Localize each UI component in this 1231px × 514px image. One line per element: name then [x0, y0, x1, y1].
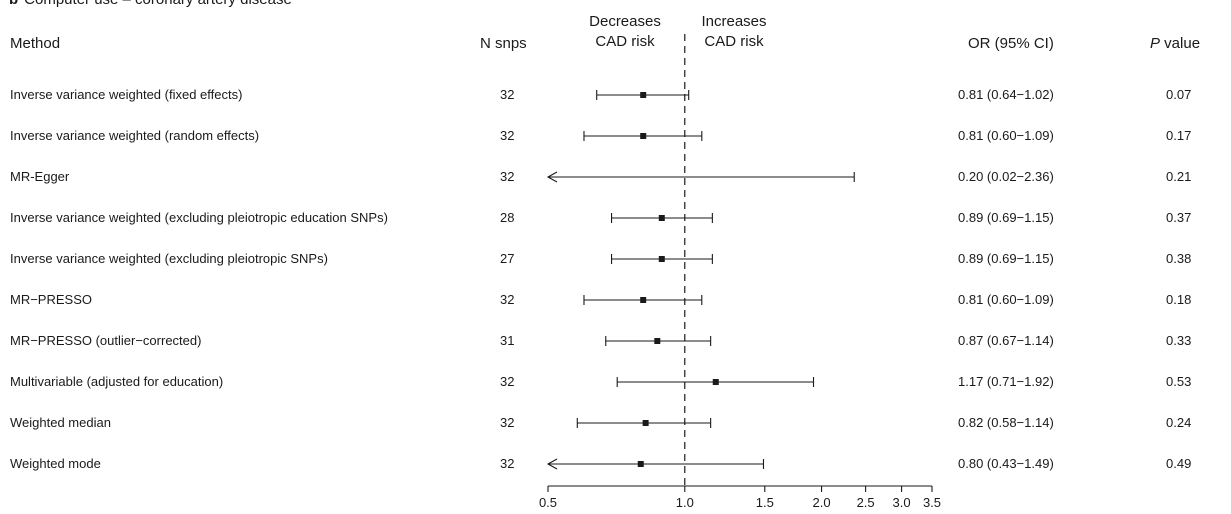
- row-method-label: Weighted median: [10, 415, 111, 430]
- header-method: Method: [10, 35, 61, 52]
- header-decreases-line2: CAD risk: [595, 33, 655, 50]
- row-method-label: Weighted mode: [10, 456, 101, 471]
- row-or-ci: 0.87 (0.67−1.14): [958, 333, 1054, 348]
- x-tick-label: 1.5: [756, 495, 774, 510]
- row-or-ci: 0.82 (0.58−1.14): [958, 415, 1054, 430]
- header-decreases-line1: Decreases: [589, 13, 661, 30]
- point-estimate: [712, 379, 719, 385]
- header-p-italic: P: [1150, 35, 1161, 52]
- point-estimate: [640, 133, 647, 139]
- header-increases-line1: Increases: [701, 13, 767, 30]
- row-p-value: 0.53: [1166, 374, 1192, 389]
- row-p-value: 0.33: [1166, 333, 1192, 348]
- row-or-ci: 0.89 (0.69−1.15): [958, 251, 1054, 266]
- row-n-snps: 32: [500, 128, 515, 143]
- row-or-ci: 0.81 (0.60−1.09): [958, 292, 1054, 307]
- ci-arrow-lower: [546, 171, 558, 183]
- row-p-value: 0.17: [1166, 128, 1192, 143]
- row-method-label: Multivariable (adjusted for education): [10, 374, 224, 389]
- row-n-snps: 27: [500, 251, 515, 266]
- header-p-value: P value: [1150, 35, 1200, 52]
- row-p-value: 0.49: [1166, 456, 1192, 471]
- x-tick-label: 2.5: [857, 495, 875, 510]
- row-p-value: 0.18: [1166, 292, 1192, 307]
- row-n-snps: 28: [500, 210, 515, 225]
- point-estimate: [642, 420, 649, 426]
- point-estimate: [658, 215, 665, 221]
- row-method-label: Inverse variance weighted (excluding ple…: [10, 251, 328, 266]
- ci-arrow-lower: [546, 458, 558, 470]
- header-p-rest: value: [1160, 35, 1201, 52]
- row-or-ci: 0.89 (0.69−1.15): [958, 210, 1054, 225]
- x-tick-label: 3.5: [923, 495, 941, 510]
- point-estimate: [640, 92, 647, 98]
- header-n-snps: N snps: [480, 35, 527, 52]
- row-or-ci: 0.81 (0.64−1.02): [958, 87, 1054, 102]
- point-estimate: [654, 338, 661, 344]
- row-method-label: MR−PRESSO: [10, 292, 92, 307]
- row-n-snps: 32: [500, 415, 515, 430]
- panel-title: b Computer use – coronary artery disease: [9, 0, 292, 8]
- x-tick-label: 2.0: [813, 495, 831, 510]
- row-or-ci: 0.20 (0.02−2.36): [958, 169, 1054, 184]
- row-n-snps: 32: [500, 292, 515, 307]
- row-or-ci: 0.80 (0.43−1.49): [958, 456, 1054, 471]
- x-tick-label: 1.0: [676, 495, 694, 510]
- row-or-ci: 0.81 (0.60−1.09): [958, 128, 1054, 143]
- row-p-value: 0.07: [1166, 87, 1192, 102]
- row-method-label: MR-Egger: [10, 169, 70, 184]
- point-estimate: [640, 297, 647, 303]
- row-n-snps: 32: [500, 87, 515, 102]
- x-tick-label: 3.0: [893, 495, 911, 510]
- row-n-snps: 32: [500, 169, 515, 184]
- row-p-value: 0.21: [1166, 169, 1192, 184]
- row-or-ci: 1.17 (0.71−1.92): [958, 374, 1054, 389]
- row-method-label: Inverse variance weighted (random effect…: [10, 128, 260, 143]
- x-tick-label: 0.5: [539, 495, 557, 510]
- row-method-label: MR−PRESSO (outlier−corrected): [10, 333, 202, 348]
- row-n-snps: 32: [500, 456, 515, 471]
- header-decreases-risk: Decreases CAD risk: [570, 12, 680, 52]
- row-method-label: Inverse variance weighted (excluding ple…: [10, 210, 388, 225]
- row-p-value: 0.37: [1166, 210, 1192, 225]
- header-increases-line2: CAD risk: [704, 33, 764, 50]
- header-or-ci: OR (95% CI): [968, 35, 1054, 52]
- row-p-value: 0.38: [1166, 251, 1192, 266]
- panel-title-text: Computer use – coronary artery disease: [24, 0, 292, 8]
- header-increases-risk: Increases CAD risk: [686, 12, 782, 52]
- row-p-value: 0.24: [1166, 415, 1192, 430]
- row-n-snps: 32: [500, 374, 515, 389]
- row-n-snps: 31: [500, 333, 515, 348]
- panel-letter: b: [9, 0, 18, 8]
- point-estimate: [637, 461, 644, 467]
- point-estimate: [658, 256, 665, 262]
- row-method-label: Inverse variance weighted (fixed effects…: [10, 87, 243, 102]
